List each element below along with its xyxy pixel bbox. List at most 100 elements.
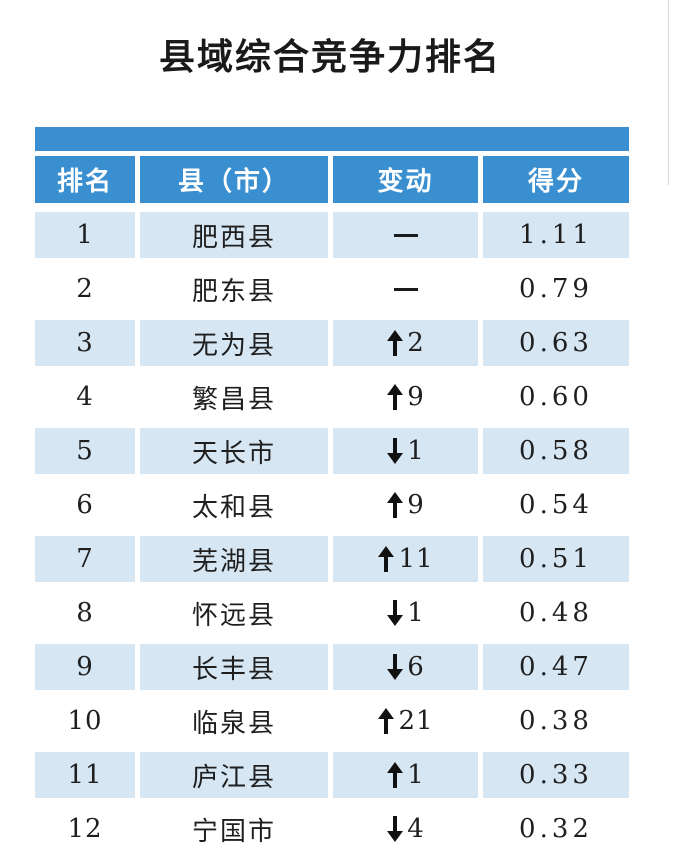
county-name: 怀远县 xyxy=(191,600,276,631)
rank-cell: 10 xyxy=(35,698,135,744)
rank-value: 12 xyxy=(67,814,103,844)
county-cell: 太和县 xyxy=(140,482,328,528)
rank-cell: 4 xyxy=(35,374,135,420)
arrow-up-icon xyxy=(378,546,395,572)
header-score: 得分 xyxy=(483,156,629,203)
change-cell xyxy=(333,212,478,258)
county-cell: 天长市 xyxy=(140,428,328,474)
score-value: 1.11 xyxy=(519,220,593,250)
header-rank: 排名 xyxy=(35,156,135,203)
change-cell: 11 xyxy=(333,536,478,582)
change-value: 1 xyxy=(407,598,425,628)
no-change-dash-icon xyxy=(393,233,418,237)
score-cell: 0.60 xyxy=(483,374,629,420)
county-cell: 临泉县 xyxy=(140,698,328,744)
rank-cell: 9 xyxy=(35,644,135,690)
county-cell: 庐江县 xyxy=(140,752,328,798)
change-cell: 1 xyxy=(333,752,478,798)
rank-value: 3 xyxy=(76,328,94,358)
score-value: 0.48 xyxy=(519,598,593,628)
county-name: 临泉县 xyxy=(191,708,276,739)
score-cell: 1.11 xyxy=(483,212,629,258)
header-county: 县（市） xyxy=(140,156,328,203)
score-value: 0.54 xyxy=(519,490,593,520)
arrow-up-icon xyxy=(387,384,404,410)
county-name: 肥东县 xyxy=(191,276,276,307)
county-name: 无为县 xyxy=(191,330,276,361)
county-cell: 繁昌县 xyxy=(140,374,328,420)
score-cell: 0.58 xyxy=(483,428,629,474)
county-name: 长丰县 xyxy=(191,654,276,685)
change-cell: 4 xyxy=(333,806,478,852)
change-value: 11 xyxy=(398,544,434,574)
score-cell: 0.33 xyxy=(483,752,629,798)
score-cell: 0.79 xyxy=(483,266,629,312)
county-cell: 怀远县 xyxy=(140,590,328,636)
rank-cell: 8 xyxy=(35,590,135,636)
no-change-dash-icon xyxy=(393,287,418,291)
header-change: 变动 xyxy=(333,156,478,203)
score-cell: 0.48 xyxy=(483,590,629,636)
change-cell: 9 xyxy=(333,482,478,528)
change-value: 6 xyxy=(407,652,425,682)
score-value: 0.63 xyxy=(519,328,593,358)
change-cell: 9 xyxy=(333,374,478,420)
change-value: 9 xyxy=(407,382,425,412)
score-value: 0.79 xyxy=(519,274,593,304)
rank-value: 7 xyxy=(76,544,94,574)
change-cell xyxy=(333,266,478,312)
county-cell: 宁国市 xyxy=(140,806,328,852)
rank-cell: 11 xyxy=(35,752,135,798)
county-cell: 无为县 xyxy=(140,320,328,366)
county-name: 宁国市 xyxy=(191,816,276,847)
arrow-down-icon xyxy=(387,816,404,842)
rank-cell: 12 xyxy=(35,806,135,852)
rank-cell: 1 xyxy=(35,212,135,258)
change-value: 21 xyxy=(398,706,434,736)
county-name: 肥西县 xyxy=(191,222,276,253)
change-cell: 2 xyxy=(333,320,478,366)
rank-cell: 5 xyxy=(35,428,135,474)
arrow-down-icon xyxy=(387,654,404,680)
rank-value: 1 xyxy=(76,220,94,250)
score-value: 0.51 xyxy=(519,544,593,574)
score-cell: 0.47 xyxy=(483,644,629,690)
change-value: 4 xyxy=(407,814,425,844)
county-name: 繁昌县 xyxy=(191,384,276,415)
change-cell: 1 xyxy=(333,590,478,636)
county-cell: 芜湖县 xyxy=(140,536,328,582)
rank-value: 4 xyxy=(76,382,94,412)
score-value: 0.38 xyxy=(519,706,593,736)
county-cell: 长丰县 xyxy=(140,644,328,690)
change-cell: 21 xyxy=(333,698,478,744)
arrow-up-icon xyxy=(378,708,395,734)
arrow-up-icon xyxy=(387,762,404,788)
change-value: 2 xyxy=(407,328,425,358)
rank-value: 6 xyxy=(76,490,94,520)
rank-value: 8 xyxy=(76,598,94,628)
rank-cell: 3 xyxy=(35,320,135,366)
arrow-up-icon xyxy=(387,330,404,356)
page-edge-line xyxy=(668,0,669,185)
county-cell: 肥东县 xyxy=(140,266,328,312)
score-value: 0.32 xyxy=(519,814,593,844)
rank-value: 9 xyxy=(76,652,94,682)
county-name: 芜湖县 xyxy=(191,546,276,577)
county-cell: 肥西县 xyxy=(140,212,328,258)
score-cell: 0.32 xyxy=(483,806,629,852)
county-name: 太和县 xyxy=(191,492,276,523)
score-cell: 0.38 xyxy=(483,698,629,744)
rank-value: 11 xyxy=(67,760,103,790)
county-name: 天长市 xyxy=(191,438,276,469)
rank-value: 2 xyxy=(76,274,94,304)
page-title: 县域综合竞争力排名 xyxy=(158,37,501,78)
county-name: 庐江县 xyxy=(191,762,276,793)
rank-cell: 7 xyxy=(35,536,135,582)
change-cell: 6 xyxy=(333,644,478,690)
score-cell: 0.51 xyxy=(483,536,629,582)
score-value: 0.47 xyxy=(519,652,593,682)
rank-cell: 6 xyxy=(35,482,135,528)
rank-value: 10 xyxy=(67,706,103,736)
arrow-up-icon xyxy=(387,492,404,518)
change-value: 1 xyxy=(407,760,425,790)
